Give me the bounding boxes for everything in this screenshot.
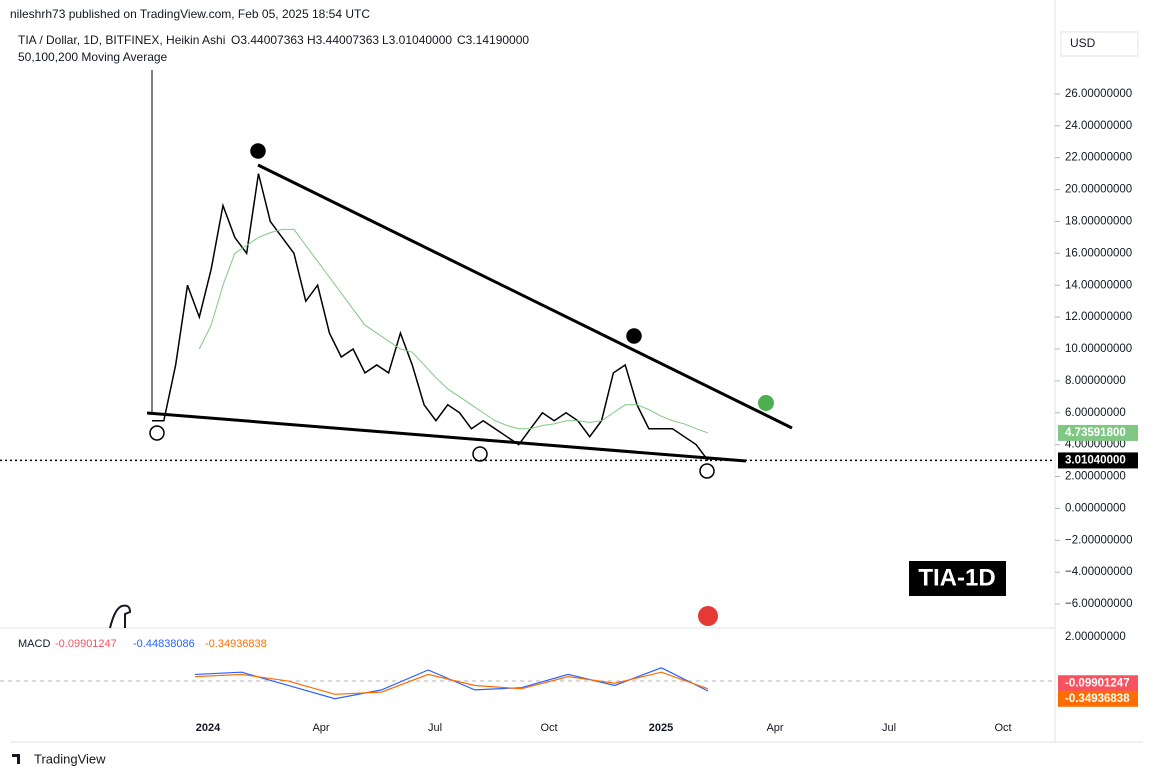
y-tick-label: 14.00000000 [1065, 279, 1132, 291]
footer: TradingView [34, 751, 106, 766]
emoji-icons [109, 604, 718, 629]
markers [149, 143, 774, 479]
chart-title: TIA / Dollar, 1D, BITFINEX, Heikin Ashi [18, 33, 225, 47]
x-tick-label: Oct [994, 722, 1011, 734]
x-tick-label: 2024 [196, 722, 221, 734]
y-tick-label: 4.00000000 [1065, 439, 1126, 451]
x-tick-label: Jul [428, 722, 442, 734]
x-tick-label: Apr [766, 722, 783, 734]
y-tick-label: 24.00000000 [1065, 120, 1132, 132]
y-tick-label: 6.00000000 [1065, 407, 1126, 419]
trend-line-lower [146, 411, 747, 463]
price-label: 4.73591800 [1065, 427, 1126, 439]
y-tick-label: −2.00000000 [1065, 534, 1132, 546]
currency-box[interactable] [1060, 31, 1139, 57]
y-tick-label: 2.00000000 [1065, 471, 1126, 483]
moving-average [198, 228, 709, 434]
y-tick-label: 18.00000000 [1065, 215, 1132, 227]
macd-reading: -0.44838086 [133, 638, 195, 650]
y-tick-label: −6.00000000 [1065, 598, 1132, 610]
x-tick-label: Apr [312, 722, 329, 734]
y-tick-label: 0.00000000 [1065, 502, 1126, 514]
x-tick-label: Jul [882, 722, 896, 734]
price-label-bg [1058, 452, 1138, 469]
y-tick-label: 2.00000000 [1065, 631, 1126, 643]
trend-line-upper [257, 163, 793, 430]
ohlc-low: L3.01040000 [382, 33, 452, 47]
macd-label: -0.34936838 [1065, 693, 1130, 705]
macd-reading: -0.34936838 [205, 638, 267, 650]
y-tick-label: 26.00000000 [1065, 88, 1132, 100]
price-label: 3.01040000 [1065, 454, 1126, 466]
currency: USD [1070, 36, 1096, 50]
y-tick-label: 20.00000000 [1065, 184, 1132, 196]
macd-label-bg [1058, 690, 1138, 707]
publisher: nileshrh73 published on TradingView.com,… [10, 7, 370, 21]
y-tick-label: 16.00000000 [1065, 247, 1132, 259]
macd-label: -0.09901247 [1065, 677, 1130, 689]
ohlc-high: H3.44007363 [307, 33, 379, 47]
price-label-bg [1058, 424, 1138, 441]
price-line [152, 173, 709, 461]
macd-line [194, 671, 709, 695]
y-tick-label: −4.00000000 [1065, 566, 1132, 578]
annotation-box [909, 561, 1006, 596]
subtitle: 50,100,200 Moving Average [18, 50, 168, 64]
y-tick-label: 12.00000000 [1065, 311, 1132, 323]
ohlc-close: C3.14190000 [457, 33, 529, 47]
annotation: TIA-1D [918, 564, 995, 591]
y-tick-label: 22.00000000 [1065, 152, 1132, 164]
x-tick-label: Oct [540, 722, 557, 734]
y-tick-label: 10.00000000 [1065, 343, 1132, 355]
macd-reading: -0.09901247 [55, 638, 117, 650]
macd-title: MACD [18, 638, 50, 650]
ohlc-open: O3.44007363 [231, 33, 304, 47]
macd-label-bg [1058, 675, 1138, 692]
x-tick-label: 2025 [649, 722, 673, 734]
logo [12, 754, 20, 764]
y-tick-label: 8.00000000 [1065, 375, 1126, 387]
